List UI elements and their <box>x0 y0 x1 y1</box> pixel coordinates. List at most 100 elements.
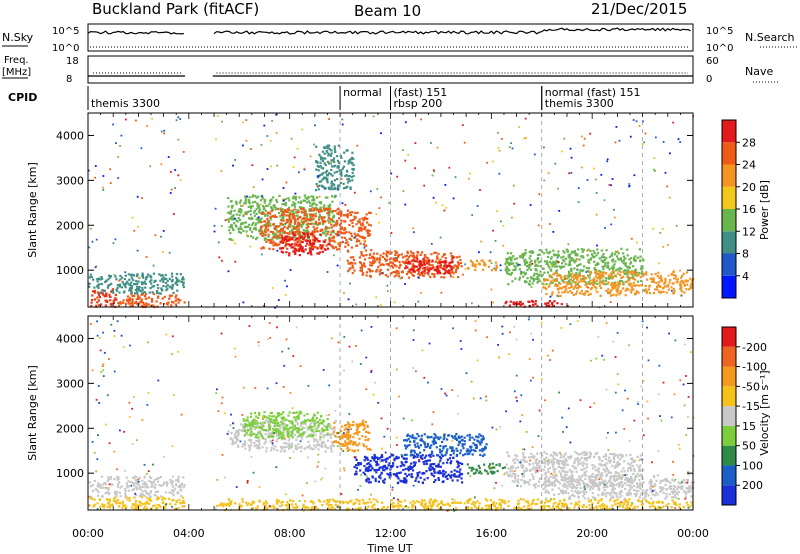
power-cell <box>316 227 319 230</box>
power-cell <box>296 147 299 150</box>
power-cell <box>563 275 566 278</box>
power-cell <box>529 268 533 271</box>
power-cell <box>346 209 349 212</box>
power-cell <box>437 269 440 272</box>
velocity-cell <box>263 411 266 414</box>
power-cell <box>450 258 453 261</box>
velocity-cell <box>141 490 144 493</box>
power-cell <box>213 230 216 233</box>
velocity-cell <box>296 415 299 418</box>
power-cell <box>599 280 602 283</box>
power-cell <box>511 280 514 283</box>
velocity-cell <box>154 490 157 494</box>
power-cell <box>304 245 307 247</box>
power-cell <box>273 236 277 239</box>
velocity-cell <box>611 504 614 507</box>
velocity-cell <box>231 443 234 446</box>
velocity-cell <box>293 433 296 436</box>
power-cell <box>594 289 597 292</box>
power-cell <box>611 282 614 285</box>
power-cell <box>316 238 319 241</box>
velocity-cell <box>301 432 304 435</box>
power-cell <box>251 205 254 208</box>
velocity-cell <box>340 435 343 438</box>
power-cell <box>227 205 230 208</box>
power-cell <box>297 232 300 235</box>
velocity-cell <box>152 485 155 488</box>
velocity-cell <box>287 503 290 506</box>
power-cell <box>274 208 277 211</box>
velocity-cell <box>312 507 315 511</box>
velocity-cell <box>140 496 144 499</box>
power-cell <box>97 284 100 287</box>
power-cell <box>359 242 362 245</box>
power-cell <box>664 277 667 280</box>
power-cell <box>160 277 164 281</box>
power-cell <box>131 298 134 301</box>
power-cell <box>604 227 606 229</box>
velocity-cell <box>531 500 534 503</box>
velocity-cell <box>251 426 254 429</box>
velocity-cell <box>416 500 419 503</box>
power-cell <box>344 174 347 178</box>
power-cell <box>447 264 450 267</box>
power-cell <box>293 222 296 225</box>
power-cell <box>335 232 338 236</box>
power-cell <box>316 230 319 233</box>
power-cell <box>587 281 590 284</box>
power-cell <box>584 277 588 280</box>
power-cell <box>90 275 93 279</box>
power-cell <box>575 276 578 280</box>
power-cell <box>604 264 607 267</box>
power-cell <box>318 208 321 211</box>
power-cell <box>375 296 378 299</box>
power-cell <box>320 166 323 169</box>
power-cell <box>321 178 324 181</box>
velocity-cell <box>331 506 334 509</box>
power-cell <box>526 268 529 272</box>
power-cell <box>294 238 298 241</box>
power-cell <box>329 173 332 176</box>
power-cell <box>362 224 365 227</box>
velocity-cell <box>651 504 654 508</box>
power-cell <box>378 207 381 209</box>
power-cell <box>589 288 593 291</box>
power-cell <box>582 278 586 281</box>
power-cell <box>274 232 277 235</box>
power-cell <box>313 222 316 225</box>
velocity-cell <box>382 506 386 509</box>
power-cell <box>146 275 149 278</box>
power-cell <box>258 230 261 233</box>
power-cell <box>276 231 279 234</box>
velocity-cell <box>283 442 286 445</box>
power-cell <box>284 204 287 207</box>
power-cell <box>347 160 350 163</box>
velocity-cell <box>177 507 180 510</box>
velocity-cell <box>180 501 183 505</box>
velocity-cell <box>322 441 326 444</box>
velocity-cell <box>161 498 164 501</box>
power-cell <box>305 216 308 219</box>
power-cell <box>452 266 455 269</box>
velocity-cell <box>303 414 306 417</box>
power-cell <box>534 259 537 262</box>
velocity-cell <box>156 504 159 507</box>
power-cell <box>266 221 269 224</box>
power-cell <box>593 255 596 259</box>
power-cell <box>251 230 254 233</box>
power-cell <box>311 199 314 202</box>
power-cell <box>494 269 497 272</box>
power-cell <box>406 266 409 269</box>
power-cell <box>280 250 283 253</box>
velocity-cell <box>682 505 685 509</box>
velocity-cell <box>153 494 156 497</box>
power-cell <box>137 225 139 228</box>
velocity-cell <box>105 498 109 501</box>
power-cell <box>592 284 595 287</box>
velocity-cell <box>476 500 479 503</box>
velocity-cell <box>363 501 366 504</box>
power-cell <box>276 234 279 237</box>
velocity-cell <box>289 426 292 429</box>
power-cell <box>552 260 555 263</box>
power-cell <box>518 126 520 128</box>
